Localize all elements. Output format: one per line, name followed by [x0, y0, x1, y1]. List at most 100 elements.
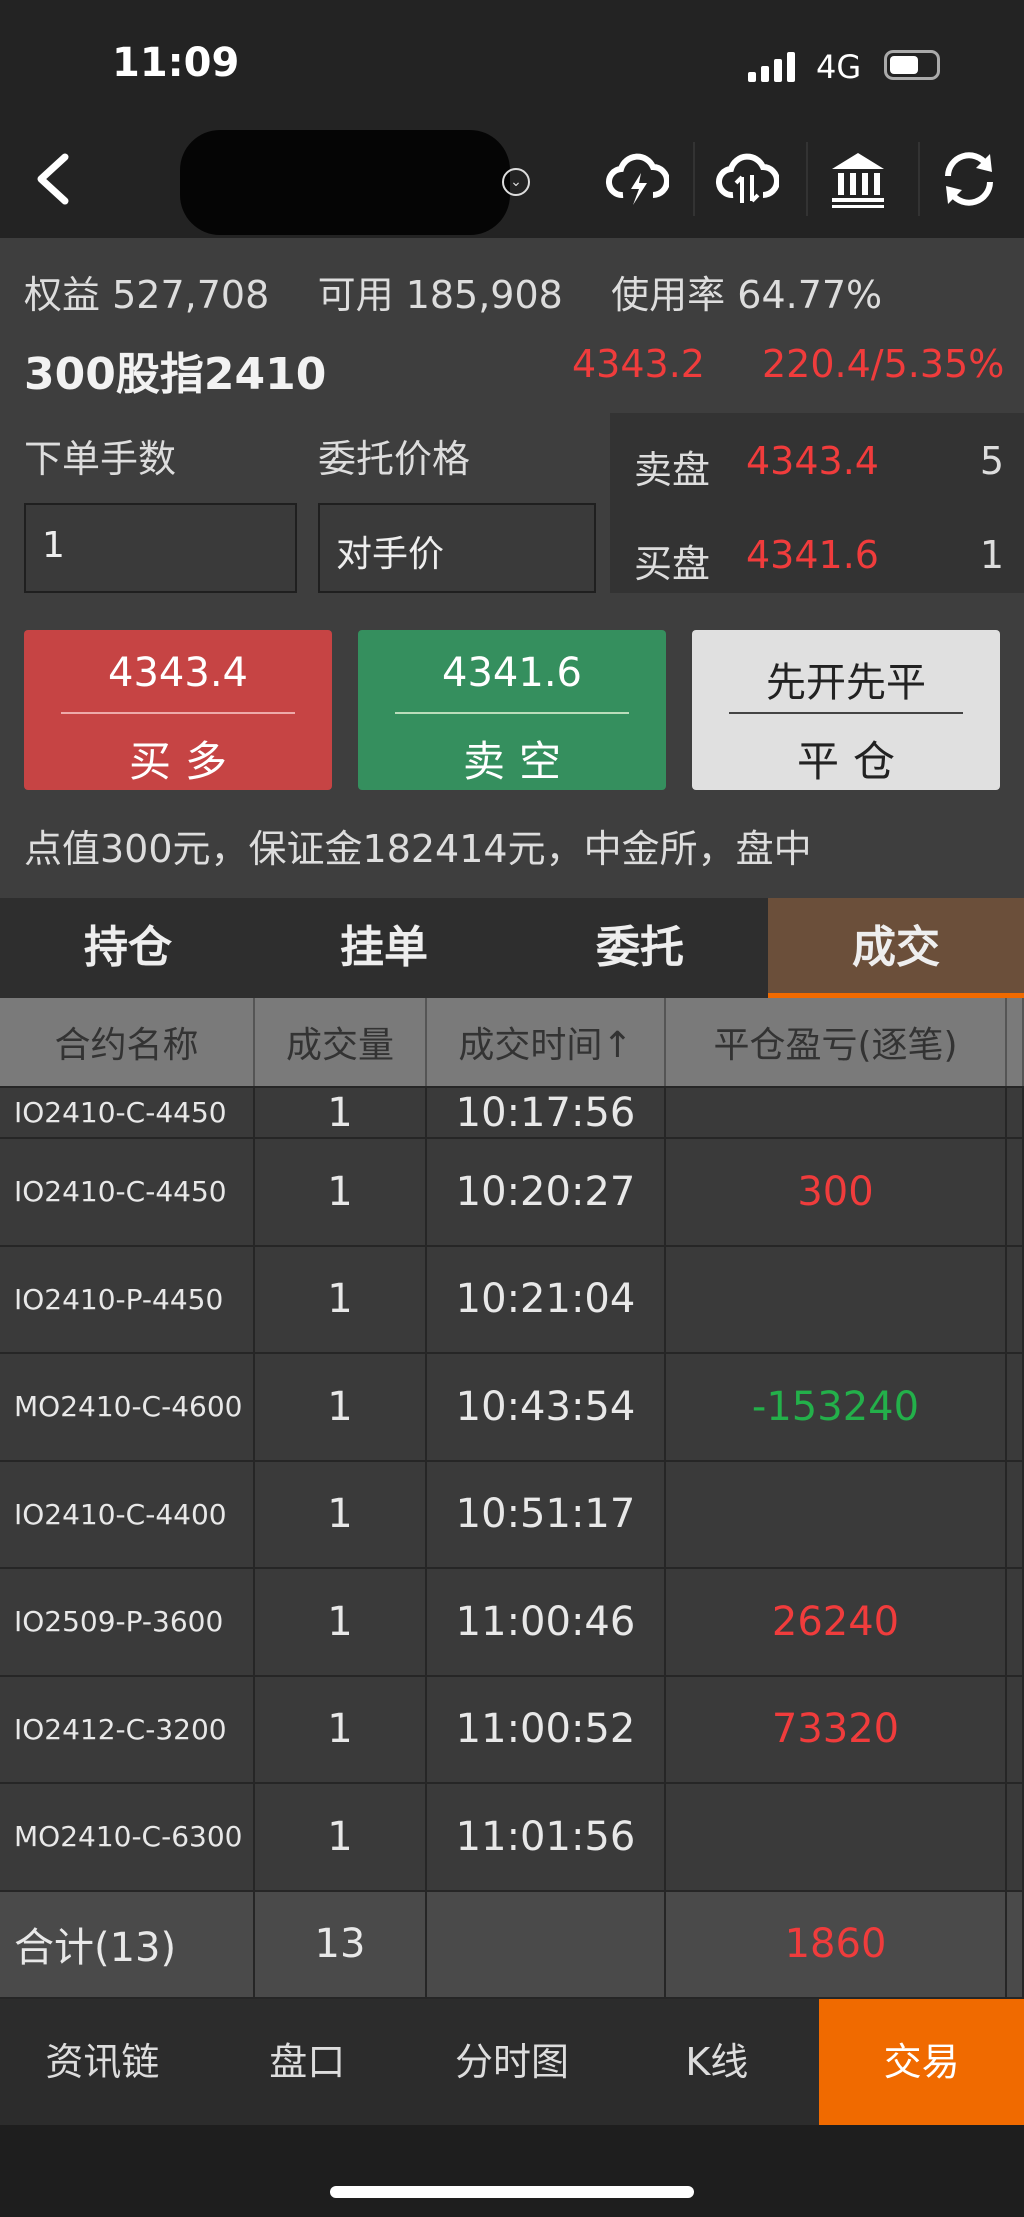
sell-label: 卖空 — [462, 737, 575, 786]
total-row: 合计(13) 13 1860 — [0, 1891, 1024, 1999]
total-label: 合计(13) — [0, 1891, 255, 1997]
buy-label: 买多 — [128, 737, 241, 786]
contract-cell: MO2410-C-6300 — [0, 1784, 255, 1890]
contract-cell: IO2412-C-3200 — [0, 1676, 255, 1782]
time-cell: 11:00:52 — [427, 1676, 666, 1782]
available-value: 185,908 — [405, 273, 563, 317]
contract-cell: IO2410-C-4400 — [0, 1461, 255, 1567]
ask-label: 卖盘 — [634, 448, 711, 492]
battery-icon — [884, 50, 940, 80]
table-row[interactable]: IO2410-C-4450 1 10:20:27 300 — [0, 1139, 1024, 1247]
account-summary: 权益 527,708 可用 185,908 使用率 64.77% — [24, 264, 882, 319]
bid-label: 买盘 — [634, 542, 711, 586]
pnl-cell — [666, 1784, 1007, 1890]
time-cell: 10:51:17 — [427, 1461, 666, 1567]
trades-table: 合约名称 成交量 成交时间↑ 平仓盈亏(逐笔) IO2410-C-4450 1 … — [0, 998, 1024, 1999]
header-time[interactable]: 成交时间↑ — [427, 998, 666, 1086]
contract-cell: IO2410-P-4450 — [0, 1246, 255, 1352]
pnl-cell — [666, 1461, 1007, 1567]
ask-price[interactable]: 4343.4 — [746, 439, 879, 483]
usage-label: 使用率 — [611, 273, 726, 317]
tab-positions[interactable]: 持仓 — [84, 922, 172, 973]
sell-short-button[interactable]: 4341.6 卖空 — [358, 630, 666, 790]
back-icon[interactable] — [18, 146, 88, 212]
close-label: 平仓 — [796, 737, 909, 786]
close-position-button[interactable]: 先开先平 平仓 — [692, 630, 1000, 790]
tab-orders[interactable]: 委托 — [596, 922, 684, 973]
tab-trades[interactable]: 成交 — [768, 898, 1024, 998]
total-qty: 13 — [255, 1891, 427, 1997]
price-change: 220.4/5.35% — [762, 342, 1005, 386]
nav-news[interactable]: 资讯链 — [45, 2040, 160, 2084]
table-row[interactable]: MO2410-C-6300 1 11:01:56 — [0, 1784, 1024, 1892]
contract-cell: IO2410-C-4450 — [0, 1139, 255, 1245]
cloud-lightning-icon[interactable] — [602, 146, 672, 212]
nav-orderbook[interactable]: 盘口 — [269, 2040, 346, 2084]
qty-label: 下单手数 — [24, 437, 177, 481]
nav-intraday[interactable]: 分时图 — [454, 2040, 569, 2084]
network-type: 4G — [816, 48, 862, 86]
table-row[interactable]: IO2410-C-4400 1 10:51:17 — [0, 1461, 1024, 1569]
status-bar: 11:09 4G — [0, 0, 1024, 120]
equity-value: 527,708 — [112, 273, 270, 317]
pnl-cell — [666, 1246, 1007, 1352]
tab-bar: 持仓 挂单 委托 成交 — [0, 898, 1024, 998]
table-row[interactable]: MO2410-C-4600 1 10:43:54 -153240 — [0, 1354, 1024, 1462]
signal-icon — [748, 52, 795, 82]
table-row[interactable]: IO2410-C-4450 1 10:17:56 — [0, 1088, 1024, 1139]
table-row[interactable]: IO2410-P-4450 1 10:21:04 — [0, 1246, 1024, 1354]
contract-cell: IO2509-P-3600 — [0, 1569, 255, 1675]
time-cell: 11:00:46 — [427, 1569, 666, 1675]
total-pnl: 1860 — [666, 1891, 1007, 1997]
qty-cell: 1 — [255, 1676, 427, 1782]
buy-long-button[interactable]: 4343.4 买多 — [24, 630, 332, 790]
pnl-cell: 73320 — [666, 1676, 1007, 1782]
header-contract[interactable]: 合约名称 — [0, 998, 255, 1086]
contract-cell: MO2410-C-4600 — [0, 1354, 255, 1460]
table-header: 合约名称 成交量 成交时间↑ 平仓盈亏(逐笔) — [0, 998, 1024, 1088]
bid-volume: 1 — [979, 533, 1004, 577]
nav-bar: ⌄ — [0, 120, 1024, 238]
bank-icon[interactable] — [823, 146, 893, 212]
qty-cell: 1 — [255, 1461, 427, 1567]
time-cell: 10:20:27 — [427, 1139, 666, 1245]
price-label: 委托价格 — [318, 437, 471, 481]
nav-kline[interactable]: K线 — [685, 2040, 749, 2084]
pnl-cell: 300 — [666, 1139, 1007, 1245]
time-cell: 10:21:04 — [427, 1246, 666, 1352]
qty-cell: 1 — [255, 1784, 427, 1890]
cloud-transfer-icon[interactable] — [712, 146, 782, 212]
bottom-nav: 资讯链 盘口 分时图 K线 交易 — [0, 1999, 1024, 2125]
redacted-account-name — [180, 130, 510, 235]
header-pnl[interactable]: 平仓盈亏(逐笔) — [666, 998, 1007, 1086]
tab-pending[interactable]: 挂单 — [340, 922, 428, 973]
refresh-icon[interactable] — [934, 146, 1004, 212]
table-row[interactable]: IO2412-C-3200 1 11:00:52 73320 — [0, 1676, 1024, 1784]
time-cell: 11:01:56 — [427, 1784, 666, 1890]
time-cell: 10:43:54 — [427, 1354, 666, 1460]
qty-input[interactable]: 1 — [24, 503, 297, 593]
ask-volume: 5 — [979, 439, 1004, 483]
pnl-cell: 26240 — [666, 1569, 1007, 1675]
nav-trade[interactable]: 交易 — [819, 1999, 1024, 2125]
available-label: 可用 — [317, 273, 394, 317]
dropdown-icon[interactable]: ⌄ — [502, 168, 530, 196]
trade-panel: 权益 527,708 可用 185,908 使用率 64.77% 300股指24… — [0, 238, 1024, 898]
qty-cell: 1 — [255, 1246, 427, 1352]
table-row[interactable]: IO2509-P-3600 1 11:00:46 26240 — [0, 1569, 1024, 1677]
contract-note: 点值300元，保证金182414元，中金所，盘中 — [24, 827, 812, 871]
equity-label: 权益 — [24, 273, 101, 317]
close-mode: 先开先平 — [766, 660, 926, 706]
bid-price[interactable]: 4341.6 — [746, 533, 879, 577]
qty-cell: 1 — [255, 1354, 427, 1460]
home-indicator[interactable] — [330, 2186, 694, 2198]
header-qty[interactable]: 成交量 — [255, 998, 427, 1086]
sell-price: 4341.6 — [442, 650, 582, 696]
pnl-cell: -153240 — [666, 1354, 1007, 1460]
order-book: 卖盘 4343.4 5 买盘 4341.6 1 — [610, 413, 1024, 593]
qty-cell: 1 — [255, 1569, 427, 1675]
usage-value: 64.77% — [737, 273, 883, 317]
clock: 11:09 — [112, 40, 240, 86]
contract-name: 300股指2410 — [24, 349, 327, 400]
price-type-select[interactable]: 对手价 — [318, 503, 596, 593]
